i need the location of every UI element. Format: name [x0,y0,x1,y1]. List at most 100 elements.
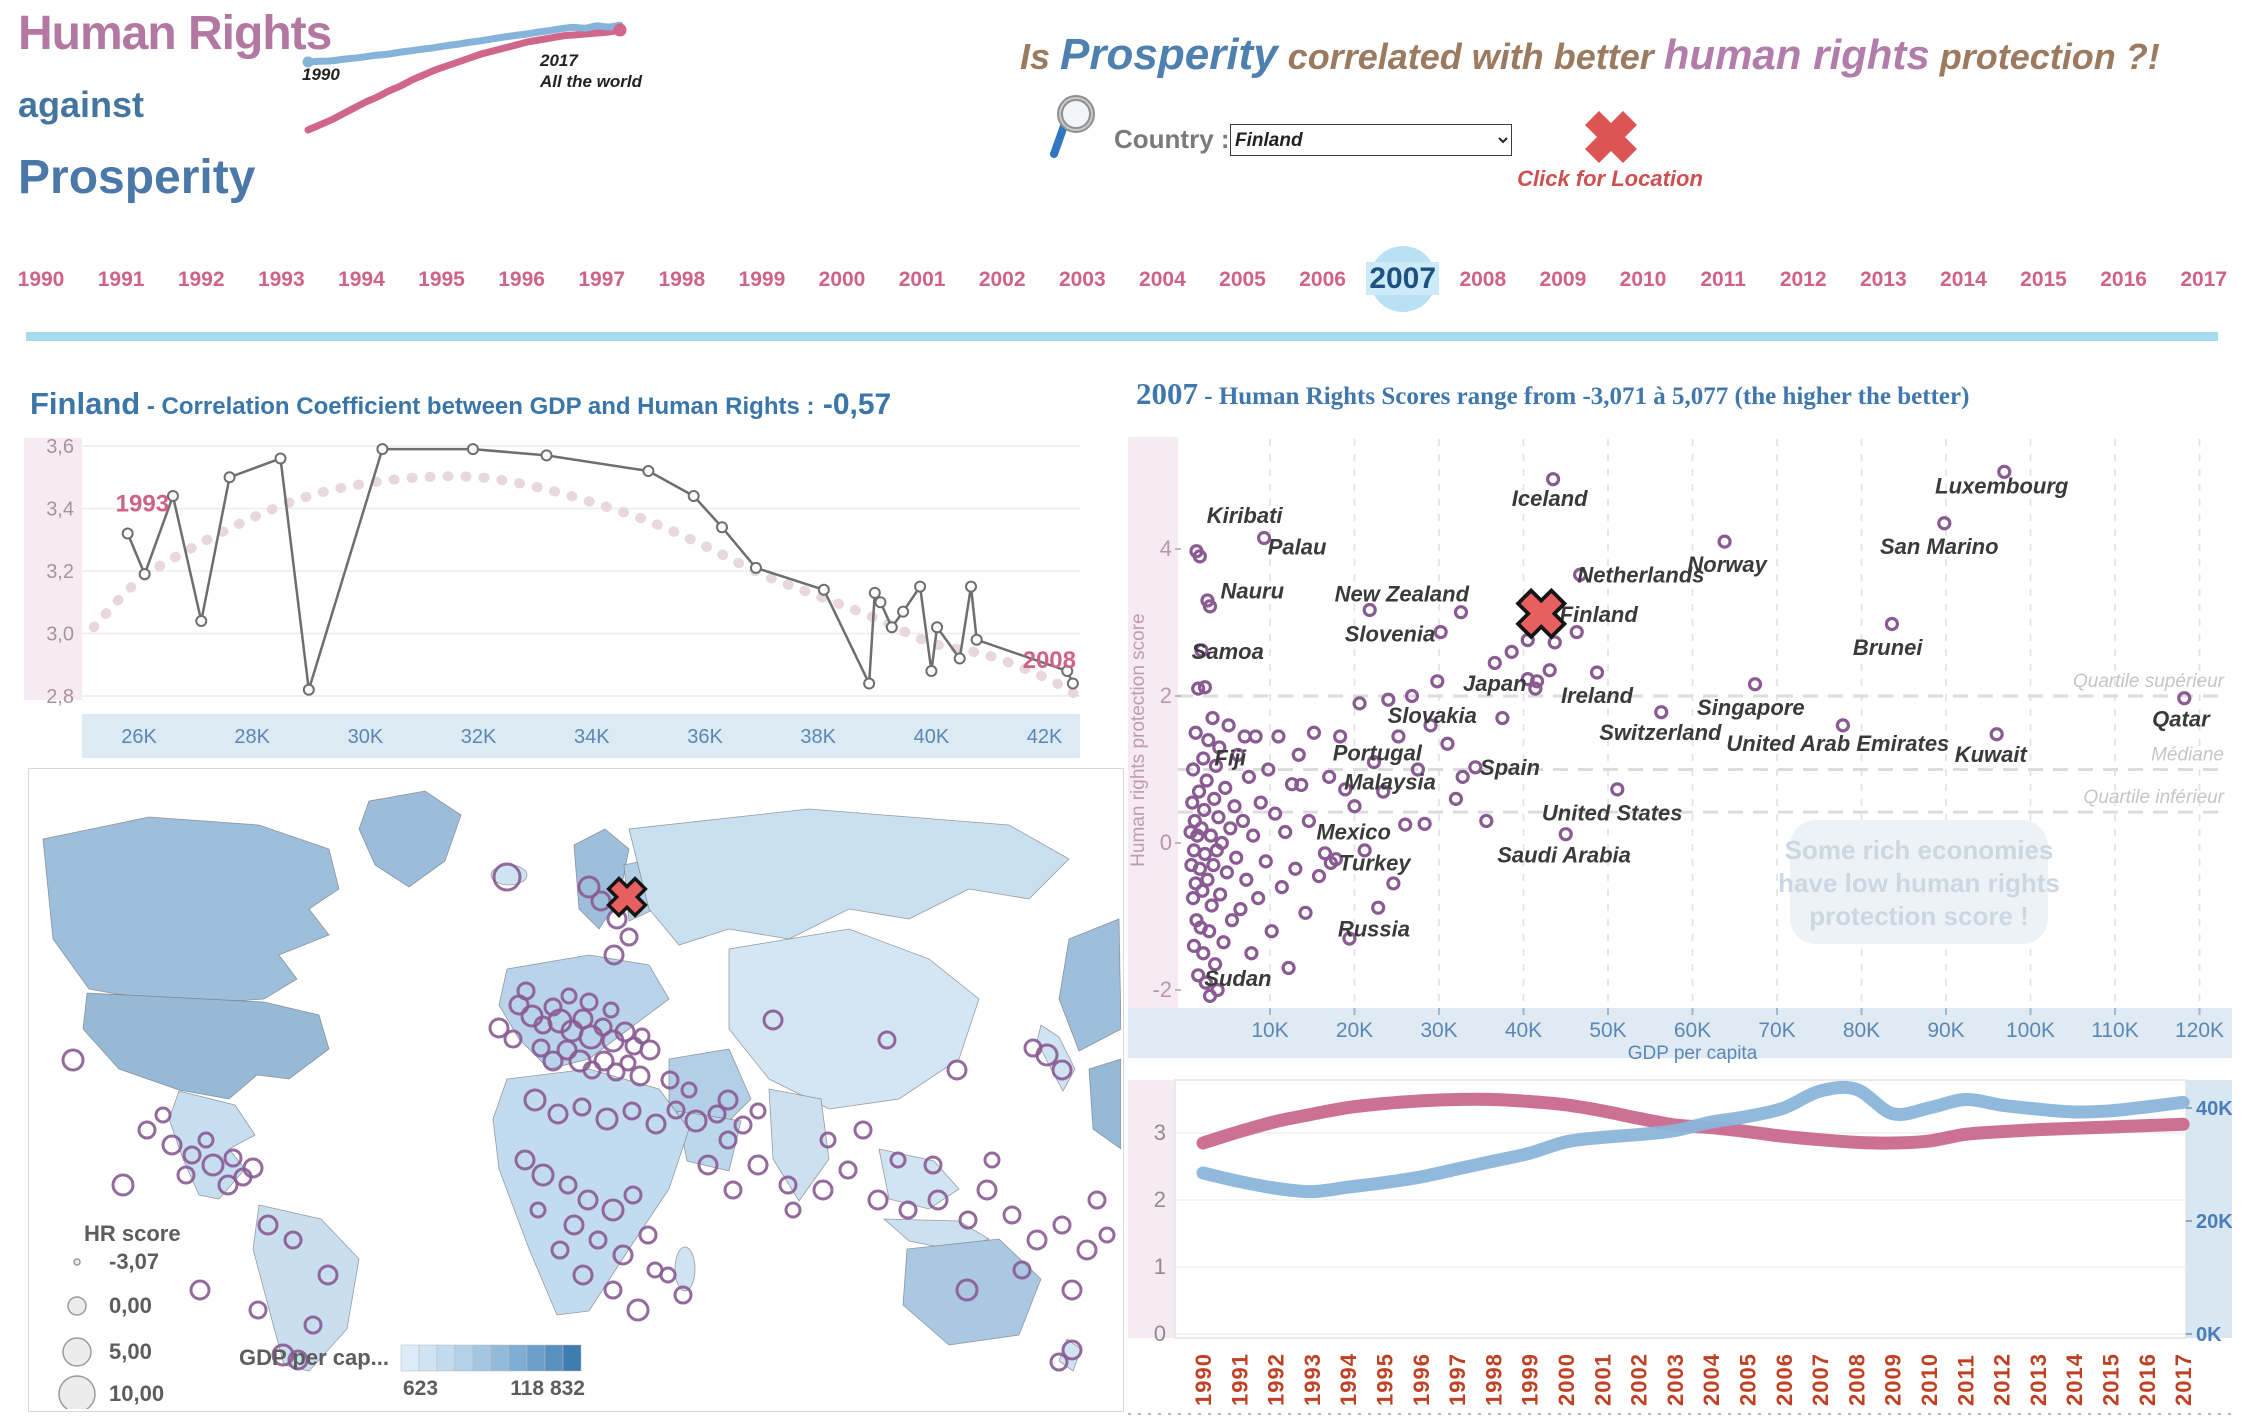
scatter-point[interactable] [1717,534,1732,549]
map-circle[interactable] [189,1279,211,1301]
map-circle[interactable] [257,1214,279,1236]
scatter-point[interactable] [1398,817,1413,832]
scatter-point[interactable] [1997,464,2012,479]
map-circle[interactable] [955,1278,979,1302]
scatter-point[interactable] [1241,769,1256,784]
data-point[interactable] [868,586,881,599]
map-circle[interactable] [697,1154,719,1176]
map-circle[interactable] [889,1151,907,1169]
scatter-point[interactable] [1194,643,1209,658]
map-circle[interactable] [762,1009,784,1031]
scatter-point[interactable] [1248,729,1263,744]
map-circle[interactable] [248,1300,268,1320]
year-axis-label[interactable]: 2007 [1808,1353,1833,1406]
map-circle[interactable] [1098,1226,1116,1244]
scatter-point[interactable] [1244,946,1259,961]
map-circle[interactable] [633,1027,651,1045]
map-circle[interactable] [223,1148,243,1168]
map-circle[interactable] [666,1100,686,1120]
scatter-point[interactable] [1423,718,1438,733]
scatter-point[interactable] [1468,760,1483,775]
data-point[interactable] [1066,677,1079,690]
scatter-point[interactable] [1528,681,1543,696]
map-circle[interactable] [563,1214,585,1236]
scatter-point[interactable] [1381,692,1396,707]
x-axis-band[interactable] [1128,1008,2232,1058]
map-circle[interactable] [749,1102,767,1120]
scatter-point[interactable] [1213,887,1228,902]
scatter-point[interactable] [1239,872,1254,887]
scatter-point[interactable] [1317,846,1333,861]
map-circle[interactable] [1023,1038,1043,1058]
scatter-point[interactable] [1235,813,1251,829]
map-circle[interactable] [595,1107,619,1131]
scatter-point[interactable] [1191,784,1207,799]
scatter-point[interactable] [1267,806,1283,821]
map-circle[interactable] [1087,1190,1107,1210]
year-axis-label[interactable]: 2006 [1772,1353,1797,1406]
year-item-2008[interactable]: 2008 [1459,268,1507,291]
data-point[interactable] [925,665,938,677]
year-item-2009[interactable]: 2009 [1539,268,1587,291]
map-circle[interactable] [161,1134,183,1156]
year-axis-label[interactable]: 2017 [2171,1353,2196,1406]
scatter-point[interactable] [1245,828,1261,843]
year-axis-label[interactable]: 1990 [1191,1353,1216,1406]
map-circle[interactable] [812,1179,834,1201]
data-point[interactable] [466,443,479,456]
map-circle[interactable] [556,1039,578,1061]
map-circle[interactable] [523,1088,547,1112]
map-circle[interactable] [197,1131,215,1149]
scatter-point[interactable] [1455,769,1470,784]
map-circle[interactable] [612,1244,634,1266]
year-item-2015[interactable]: 2015 [2020,268,2067,291]
year-axis-label[interactable]: 2016 [2135,1353,2160,1406]
scatter-point[interactable] [1504,644,1519,659]
scatter-point[interactable] [1453,605,1469,620]
location-x-button[interactable] [1580,106,1642,168]
year-axis-label[interactable]: 2015 [2099,1353,2124,1406]
map-circle[interactable] [590,890,612,912]
scatter-point[interactable] [1610,782,1625,797]
scatter-point[interactable] [1251,891,1266,906]
year-item-2013[interactable]: 2013 [1859,268,1907,291]
map-circle[interactable] [733,1115,753,1135]
map-circle[interactable] [603,1280,623,1300]
year-axis-label[interactable]: 2001 [1590,1353,1615,1406]
map-selected-country-x[interactable] [606,876,648,918]
map-circle[interactable] [626,1298,650,1322]
scatter-point[interactable] [1210,982,1225,998]
map-circle[interactable] [578,1024,604,1050]
scatter-point[interactable] [1747,677,1763,692]
map-circle[interactable] [242,1157,264,1179]
scatter-point[interactable] [1258,854,1273,869]
data-point[interactable] [540,449,553,462]
map-circle[interactable] [923,1155,943,1175]
year-item-2004[interactable]: 2004 [1139,268,1186,291]
data-point[interactable] [965,580,978,593]
map-circle[interactable] [514,1149,536,1171]
year-axis-label[interactable]: 2009 [1881,1353,1906,1406]
scatter-point[interactable] [1233,902,1248,917]
data-point[interactable] [642,465,655,477]
map-circle[interactable] [593,1017,613,1037]
scatter-point[interactable] [1298,905,1313,920]
scatter-point[interactable] [1207,957,1223,972]
year-item-2011[interactable]: 2011 [1700,268,1746,291]
scatter-point[interactable] [1261,762,1276,777]
map-circle[interactable] [747,1154,769,1176]
scatter-point[interactable] [1301,813,1316,829]
scatter-point[interactable] [1197,680,1213,695]
map-circle[interactable] [217,1174,239,1196]
map-circle[interactable] [572,1097,592,1117]
map-circle[interactable] [602,1001,620,1019]
map-circle[interactable] [623,1185,643,1205]
map-circle[interactable] [303,1315,323,1335]
data-point[interactable] [223,471,236,484]
scatter-point[interactable] [1333,729,1348,744]
scatter-point[interactable] [1989,727,2004,742]
map-circle[interactable] [673,1285,693,1305]
map-circle[interactable] [958,1210,978,1230]
year-item-2014[interactable]: 2014 [1940,268,1987,291]
map-circle[interactable] [1049,1352,1069,1372]
